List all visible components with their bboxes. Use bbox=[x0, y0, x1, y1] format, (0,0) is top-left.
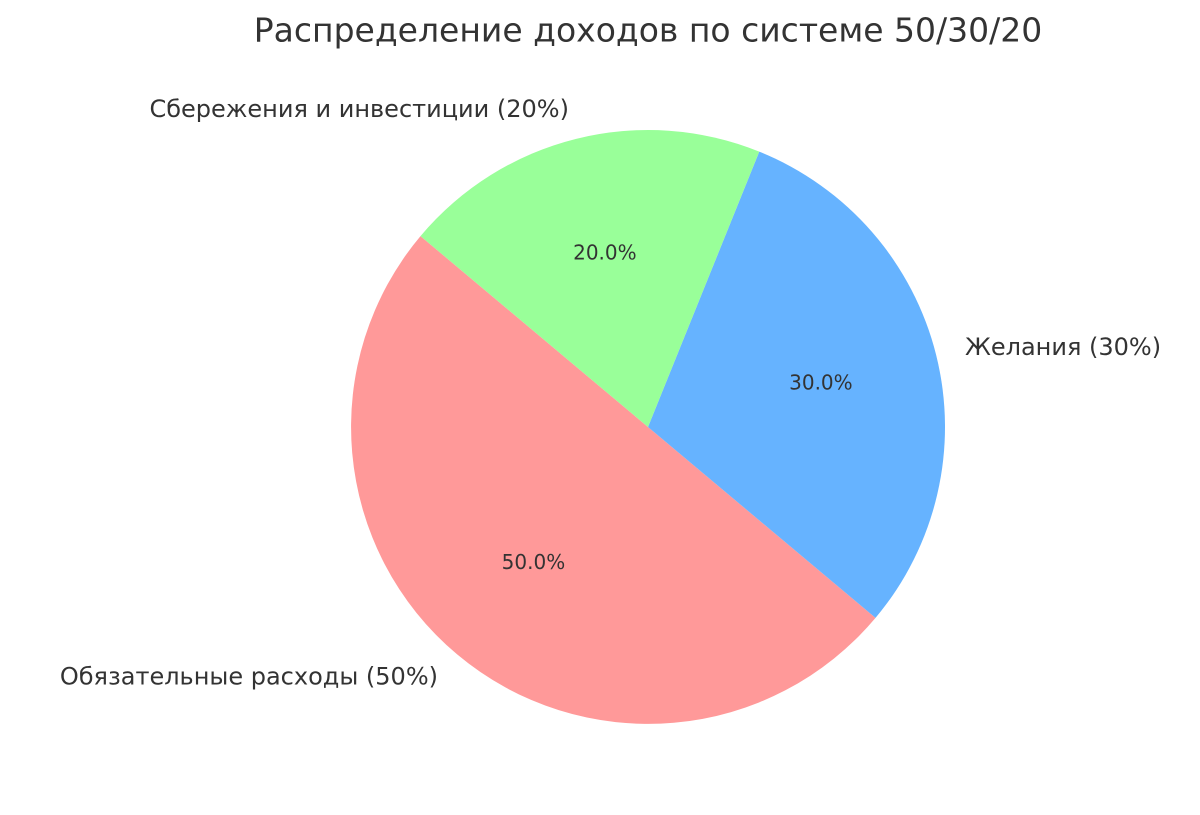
slice-label: Сбережения и инвестиции (20%) bbox=[149, 95, 569, 123]
value-label: 30.0% bbox=[789, 370, 853, 394]
pie-slice bbox=[351, 236, 876, 724]
value-label: 20.0% bbox=[573, 241, 637, 265]
slice-label: Обязательные расходы (50%) bbox=[60, 662, 438, 690]
slice-label: Желания (30%) bbox=[965, 333, 1161, 361]
chart-title: Распределение доходов по системе 50/30/2… bbox=[254, 11, 1043, 50]
pie-slice bbox=[420, 129, 760, 427]
pie-slice bbox=[648, 151, 945, 618]
value-label: 50.0% bbox=[502, 550, 566, 574]
